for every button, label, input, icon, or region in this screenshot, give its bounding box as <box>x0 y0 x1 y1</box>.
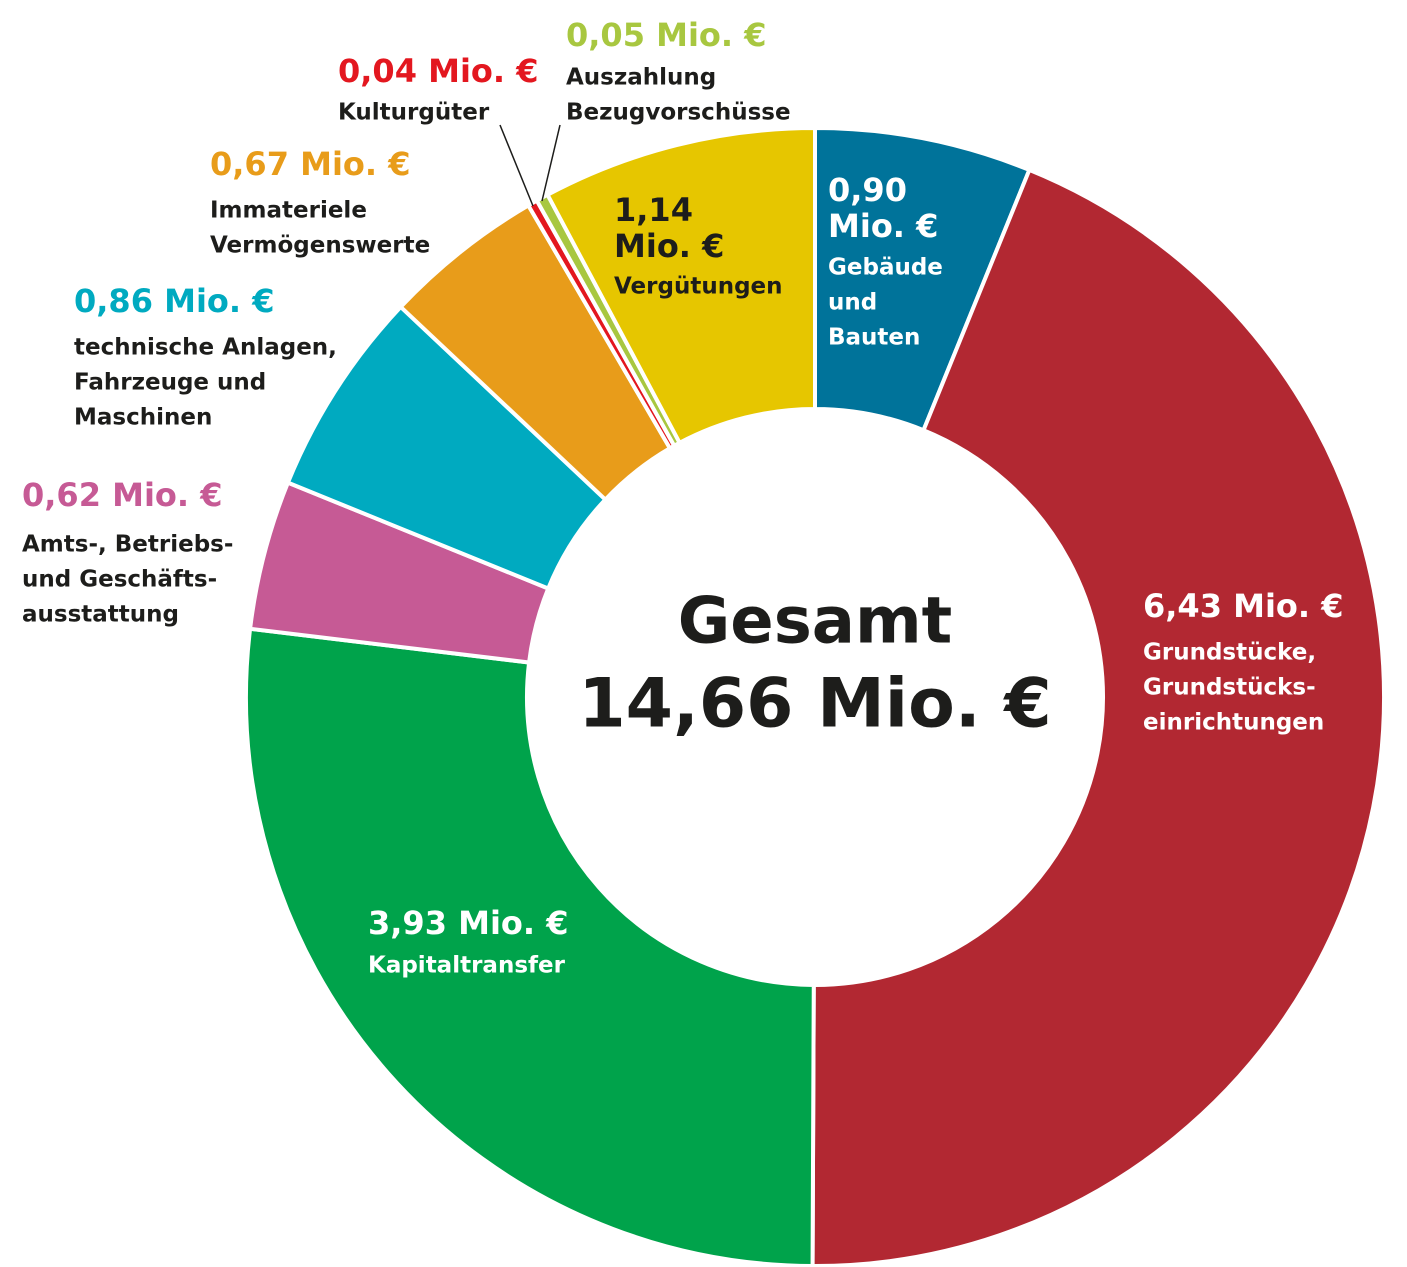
value-label: Mio. € <box>614 227 724 265</box>
category-label: ausstattung <box>22 602 179 628</box>
category-label: Kapitaltransfer <box>368 953 566 979</box>
value-label: 1,14 <box>614 191 693 229</box>
donut-slice <box>244 626 816 1267</box>
category-label: Vergütungen <box>614 274 783 300</box>
value-label: 0,04 Mio. € <box>338 52 538 90</box>
leader-line <box>541 124 561 202</box>
center-title: Gesamt <box>678 585 953 659</box>
category-label: Bezugvorschüsse <box>566 100 791 126</box>
leader-line <box>499 124 534 207</box>
category-label: Vermögenswerte <box>210 233 430 259</box>
donut-slice <box>544 125 817 446</box>
center-total: 14,66 Mio. € <box>578 665 1051 744</box>
category-label: Bauten <box>828 325 920 351</box>
category-label: technische Anlagen, <box>74 335 337 361</box>
value-label: 0,62 Mio. € <box>22 476 222 514</box>
category-label: Grundstücks- <box>1143 675 1316 701</box>
category-label: Auszahlung <box>566 65 716 91</box>
donut-slice <box>810 167 1386 1267</box>
category-label: und Geschäfts- <box>22 567 217 593</box>
category-label: Gebäude <box>828 255 943 281</box>
category-label: Fahrzeuge und <box>74 370 266 396</box>
category-label: Amts-, Betriebs- <box>22 532 233 558</box>
value-label: 0,90 <box>828 171 907 209</box>
value-label: 3,93 Mio. € <box>368 904 568 942</box>
category-label: Maschinen <box>74 405 212 431</box>
category-label: Grundstücke, <box>1143 640 1316 666</box>
value-label: 0,05 Mio. € <box>566 16 766 54</box>
value-label: Mio. € <box>828 207 938 245</box>
category-label: und <box>828 290 877 316</box>
category-label: Kulturgüter <box>338 100 490 126</box>
category-label: einrichtungen <box>1143 710 1324 736</box>
value-label: 0,67 Mio. € <box>210 145 410 183</box>
value-label: 6,43 Mio. € <box>1143 587 1343 625</box>
category-label: Immateriele <box>210 198 367 224</box>
value-label: 0,86 Mio. € <box>74 282 274 320</box>
